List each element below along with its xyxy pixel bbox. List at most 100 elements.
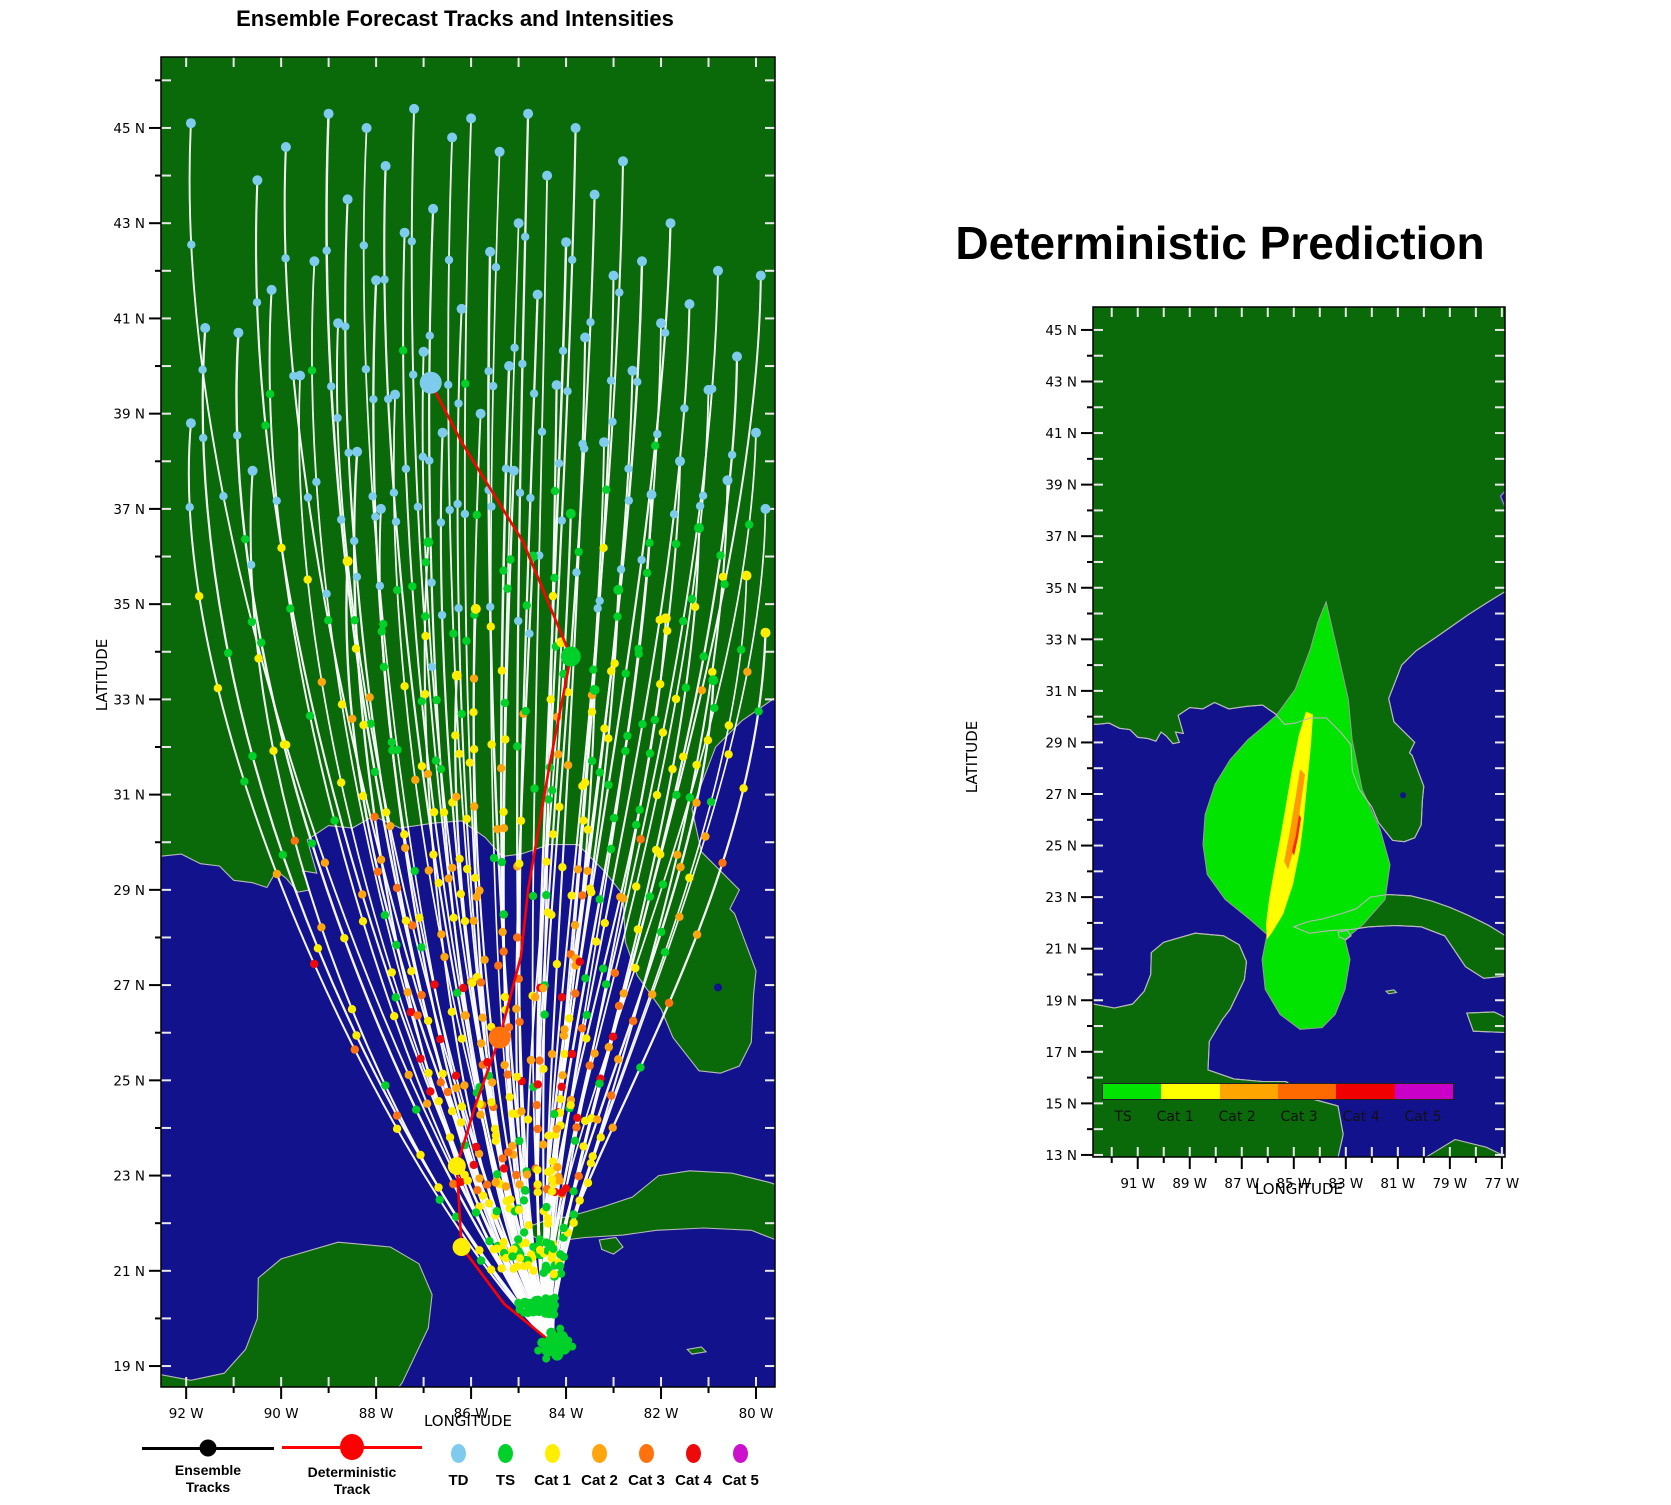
td-label: TD bbox=[448, 1472, 469, 1489]
lake-okeechobee bbox=[714, 983, 723, 992]
intensity-dot bbox=[610, 968, 620, 978]
intensity-dot bbox=[555, 802, 564, 812]
intensity-dot bbox=[361, 123, 372, 133]
intensity-dot bbox=[718, 572, 728, 581]
intensity-dot bbox=[519, 1196, 529, 1205]
intensity-dot bbox=[543, 1219, 553, 1228]
intensity-dot bbox=[741, 570, 752, 581]
intensity-dot bbox=[380, 161, 391, 171]
intensity-dot bbox=[529, 1242, 538, 1252]
intensity-dot bbox=[247, 560, 256, 569]
deterministic-colorbar: TS Cat 1 Cat 2 Cat 3 Cat 4 Cat 5 bbox=[1102, 1083, 1454, 1125]
intensity-dot bbox=[745, 520, 754, 529]
intensity-dot bbox=[589, 665, 598, 674]
x-tick-label: 87 W bbox=[1224, 1176, 1259, 1192]
intensity-dot bbox=[447, 1106, 457, 1116]
intensity-dot bbox=[429, 807, 439, 817]
ensemble-track bbox=[544, 588, 620, 1346]
intensity-dot bbox=[352, 446, 363, 457]
x-tick-label: 79 W bbox=[1432, 1176, 1467, 1192]
land-cayman bbox=[1384, 989, 1398, 995]
intensity-dot bbox=[541, 1296, 550, 1306]
intensity-dot bbox=[499, 566, 508, 575]
intensity-dot bbox=[614, 1001, 624, 1011]
intensity-dot bbox=[697, 686, 707, 695]
intensity-dot bbox=[586, 318, 595, 327]
intensity-dot bbox=[621, 669, 630, 678]
intensity-dot bbox=[532, 1307, 541, 1316]
intensity-dot bbox=[410, 866, 419, 876]
intensity-dot bbox=[365, 693, 374, 702]
intensity-dot bbox=[440, 952, 449, 962]
intensity-dot bbox=[569, 1187, 578, 1196]
deterministic-marker-ts bbox=[560, 646, 581, 667]
intensity-dot bbox=[607, 1091, 616, 1100]
colorbar-label-cat3: Cat 3 bbox=[1280, 1109, 1318, 1125]
intensity-dot bbox=[692, 798, 701, 807]
intensity-dot bbox=[252, 298, 262, 307]
y-tick-label: 13 N bbox=[1045, 1148, 1077, 1164]
y-tick-label: 25 N bbox=[1045, 839, 1077, 855]
intensity-dot bbox=[418, 452, 427, 461]
intensity-dot bbox=[583, 866, 592, 876]
colorbar-label-cat5: Cat 5 bbox=[1404, 1109, 1442, 1125]
intensity-dot bbox=[407, 967, 416, 976]
intensity-dot bbox=[631, 963, 640, 973]
intensity-dot bbox=[497, 1264, 506, 1273]
intensity-dot bbox=[521, 1238, 530, 1248]
intensity-dot bbox=[512, 1004, 521, 1013]
intensity-dot bbox=[533, 1080, 542, 1089]
intensity-dot bbox=[604, 734, 613, 743]
intensity-dot bbox=[542, 857, 551, 866]
intensity-dot bbox=[479, 1191, 488, 1200]
intensity-dot bbox=[515, 1254, 525, 1263]
genesis-cluster-dot bbox=[542, 1354, 551, 1363]
intensity-dot bbox=[550, 486, 560, 496]
intensity-dot bbox=[348, 714, 357, 723]
x-tick-label: 80 W bbox=[739, 1406, 774, 1422]
intensity-dot bbox=[569, 1210, 578, 1219]
intensity-dot bbox=[560, 1049, 569, 1059]
intensity-dot bbox=[468, 978, 477, 988]
intensity-dot bbox=[664, 998, 674, 1008]
intensity-dot bbox=[436, 1035, 445, 1044]
land-jamaica bbox=[1466, 1011, 1505, 1034]
intensity-dot bbox=[760, 503, 771, 514]
x-tick-label: 77 W bbox=[1484, 1176, 1519, 1192]
intensity-dot bbox=[557, 993, 567, 1002]
intensity-dot bbox=[595, 1079, 604, 1088]
colorbar-label-cat4: Cat 4 bbox=[1342, 1109, 1380, 1125]
intensity-dot bbox=[671, 539, 681, 549]
intensity-dot bbox=[373, 867, 383, 876]
intensity-dot bbox=[324, 616, 333, 625]
intensity-dot bbox=[739, 784, 748, 793]
intensity-dot bbox=[347, 1005, 357, 1014]
intensity-dot bbox=[333, 318, 344, 329]
intensity-dot bbox=[618, 156, 628, 167]
intensity-dot bbox=[548, 830, 558, 839]
intensity-dot bbox=[337, 778, 346, 787]
intensity-dot bbox=[703, 736, 713, 745]
intensity-dot bbox=[475, 886, 484, 895]
intensity-dot bbox=[436, 518, 446, 527]
intensity-dot bbox=[595, 596, 604, 605]
intensity-dot bbox=[499, 910, 508, 919]
intensity-dot bbox=[561, 237, 572, 248]
intensity-dot bbox=[370, 812, 379, 821]
ts-dot-icon bbox=[498, 1444, 513, 1463]
intensity-dot bbox=[646, 489, 657, 500]
intensity-dot bbox=[539, 1268, 548, 1278]
intensity-dot bbox=[685, 793, 694, 802]
intensity-dot bbox=[690, 602, 700, 612]
y-tick-label: 41 N bbox=[113, 311, 145, 327]
intensity-dot bbox=[408, 582, 417, 591]
y-tick-label: 37 N bbox=[113, 502, 145, 518]
intensity-dot bbox=[754, 707, 763, 716]
intensity-dot bbox=[427, 662, 437, 672]
y-tick-label: 37 N bbox=[1045, 529, 1077, 545]
intensity-dot bbox=[608, 1032, 618, 1041]
intensity-dot bbox=[518, 359, 527, 369]
intensity-dot bbox=[305, 711, 315, 720]
